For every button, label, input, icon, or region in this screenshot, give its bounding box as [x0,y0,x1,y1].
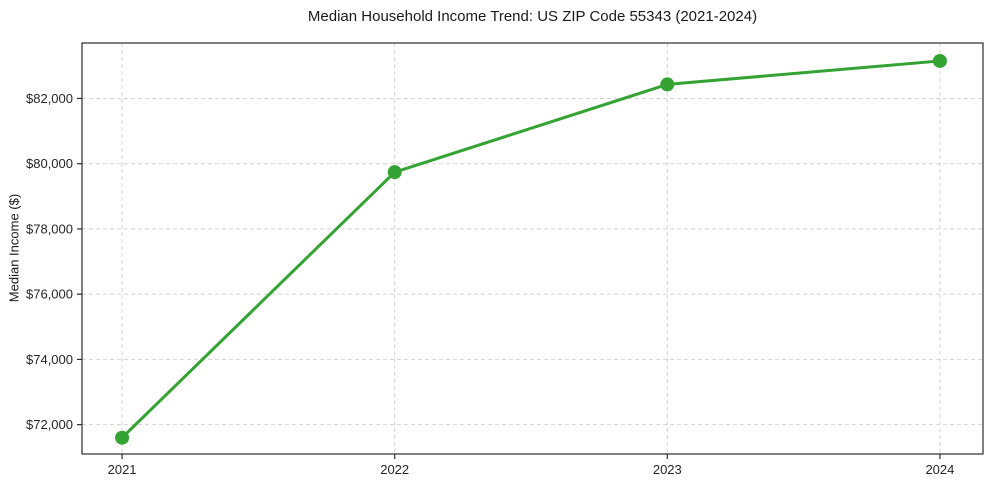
y-tick-label: $78,000 [26,221,73,236]
y-tick-label: $74,000 [26,352,73,367]
data-point [115,430,130,445]
plot-border [81,42,984,455]
x-tick-label: 2022 [380,462,409,477]
data-point [932,53,947,68]
y-tick-label: $76,000 [26,287,73,302]
y-tick-label: $80,000 [26,156,73,171]
data-point [387,165,402,180]
x-tick-label: 2023 [653,462,682,477]
x-tick-label: 2024 [925,462,954,477]
chart-title: Median Household Income Trend: US ZIP Co… [307,8,758,25]
y-tick-label: $72,000 [26,417,73,432]
data-line [120,59,942,440]
x-tick-label: 2021 [108,462,137,477]
y-tick-label: $82,000 [26,91,73,106]
data-point [660,77,675,92]
